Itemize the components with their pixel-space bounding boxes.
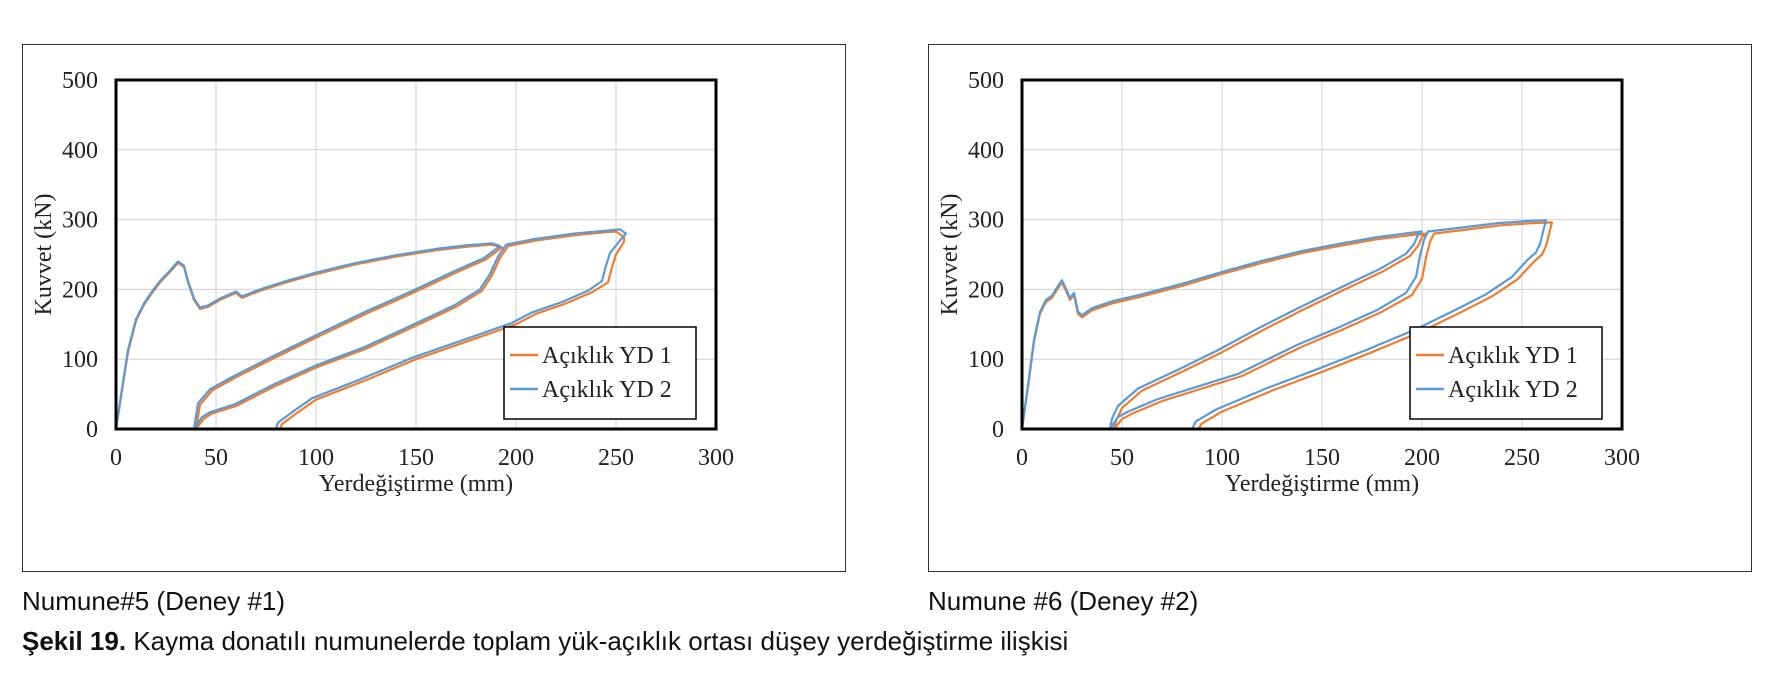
chart-svg-1: 0 50 100 150 200 250 300 0 100 200 300 400 500 Yerdeğ… [31,68,734,497]
y-axis-label: Kuvvet (kN) [31,194,57,316]
figure-caption: Şekil 19. Kayma donatılı numunelerde top… [22,626,1068,657]
y-tick-label: 100 [968,347,1004,373]
series-line-2 [114,228,628,431]
y-tick-label: 200 [62,277,98,303]
x-tick-label: 300 [1604,445,1640,471]
x-tick-label: 150 [1304,445,1340,471]
x-tick-label: 100 [298,445,334,471]
chart-svg-2: 0 50 100 150 200 250 300 0 100 200 300 400 500 Yerdeğ… [937,68,1640,497]
y-tick-label: 300 [968,208,1004,234]
legend-label-1: Açıklık YD 1 [1448,343,1578,369]
chart-subtitle-2: Numune #6 (Deney #2) [928,586,1199,616]
legend-label-2: Açıklık YD 2 [1448,377,1578,403]
y-tick-label: 0 [86,417,98,443]
y-tick-label: 0 [992,417,1004,443]
figure-caption-label: Şekil 19. [22,626,127,656]
y-tick-label: 400 [968,138,1004,164]
series-line-1 [1020,221,1554,431]
x-tick-label: 300 [698,445,734,471]
legend-label-1: Açıklık YD 1 [542,343,672,369]
chart-subtitle-1: Numune#5 (Deney #1) [22,586,286,616]
chart-panel-2: 0 50 100 150 200 250 300 0 100 200 300 400 500 Yerdeğ… [928,44,1752,572]
x-tick-label: 150 [398,445,434,471]
plot-frame [114,78,718,431]
x-tick-label: 0 [1016,445,1028,471]
y-tick-label: 100 [62,347,98,373]
x-axis-label: Yerdeğiştirme (mm) [319,471,513,497]
x-tick-label: 200 [1404,445,1440,471]
x-tick-label: 100 [1204,445,1240,471]
x-tick-label: 200 [498,445,534,471]
x-tick-label: 50 [1110,445,1134,471]
legend-label-2: Açıklık YD 2 [542,377,672,403]
y-tick-label: 400 [62,138,98,164]
y-tick-label: 200 [968,277,1004,303]
plot-frame [1020,78,1624,431]
x-tick-label: 0 [110,445,122,471]
x-tick-label: 250 [1504,445,1540,471]
x-tick-label: 50 [204,445,228,471]
chart-panel-1: 0 50 100 150 200 250 300 0 100 200 300 400 500 Yerdeğ… [22,44,846,572]
y-tick-label: 500 [968,68,1004,94]
legend-box [1409,326,1603,420]
series-line-2 [1020,219,1548,431]
x-tick-label: 250 [598,445,634,471]
y-tick-label: 300 [62,208,98,234]
figure-caption-text: Kayma donatılı numunelerde toplam yük-aç… [133,626,1069,656]
y-tick-label: 500 [62,68,98,94]
legend-box [503,326,697,420]
x-axis-label: Yerdeğiştirme (mm) [1225,471,1419,497]
y-axis-label: Kuvvet (kN) [937,194,963,316]
